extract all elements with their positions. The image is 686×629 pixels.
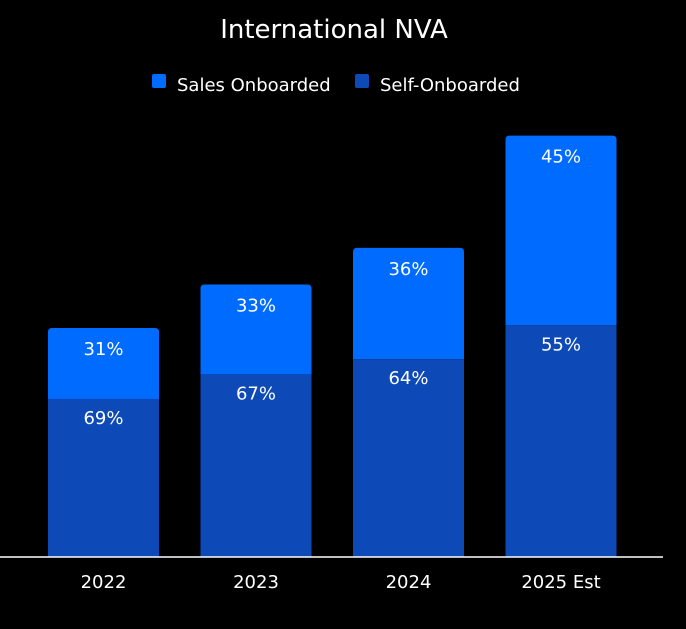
legend-swatch-self-onboarded — [355, 74, 369, 88]
data-label-sales-onboarded-2024: 36% — [388, 259, 428, 280]
data-label-self-onboarded-2024: 64% — [388, 368, 428, 389]
legend-label-sales-onboarded: Sales Onboarded — [177, 75, 331, 96]
bar-self-onboarded-2025-est — [505, 325, 617, 557]
x-tick-label-2023: 2023 — [233, 572, 279, 593]
data-label-sales-onboarded-2025-est: 45% — [541, 147, 581, 168]
legend-swatch-sales-onboarded — [152, 74, 166, 88]
bar-self-onboarded-2024 — [353, 359, 464, 557]
bars-layer — [48, 135, 617, 557]
labels-layer: 31% 69% 33% 67% 36% 64% 45% 55% — [83, 147, 581, 429]
bar-sales-onboarded-2025-est — [505, 135, 617, 326]
data-label-self-onboarded-2022: 69% — [83, 408, 123, 429]
legend-label-self-onboarded: Self-Onboarded — [380, 75, 520, 96]
x-tick-label-2022: 2022 — [81, 572, 127, 593]
legend: Sales Onboarded Self-Onboarded — [152, 74, 520, 96]
data-label-sales-onboarded-2023: 33% — [236, 295, 276, 316]
bar-sales-onboarded-2023 — [200, 284, 312, 375]
x-axis-ticks: 2022 2023 2024 2025 Est — [81, 572, 601, 593]
bar-sales-onboarded-2024 — [353, 247, 464, 360]
x-tick-label-2024: 2024 — [386, 572, 432, 593]
x-tick-label-2025-est: 2025 Est — [521, 572, 600, 593]
data-label-sales-onboarded-2022: 31% — [83, 339, 123, 360]
bar-self-onboarded-2022 — [48, 398, 159, 557]
bar-self-onboarded-2023 — [200, 374, 312, 557]
data-label-self-onboarded-2025-est: 55% — [541, 334, 581, 355]
chart-title: International NVA — [220, 15, 448, 45]
data-label-self-onboarded-2023: 67% — [236, 383, 276, 404]
bar-sales-onboarded-2022 — [48, 328, 159, 399]
